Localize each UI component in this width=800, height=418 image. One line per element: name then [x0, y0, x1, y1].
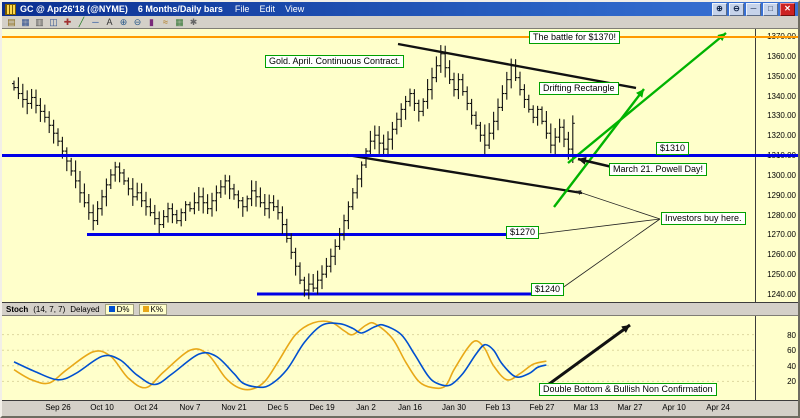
date-tick-label: Dec 19: [309, 403, 335, 412]
date-tick-label: Feb 13: [485, 403, 511, 412]
app-chart-icon: [5, 3, 16, 15]
new-window-icon[interactable]: ◫: [49, 16, 58, 27]
annotation-price-1240[interactable]: $1240: [531, 283, 565, 296]
stoch-panel[interactable]: 80 60 40 20 Double Bottom & Bullish Non Con…: [2, 316, 798, 401]
k-percent-label: K%: [150, 304, 163, 314]
toolbar: ▤ ▦ ▥ ◫ ✚ ╱ ─ A ⊕ ⊖ ▮ ≈ ▦ ✱: [2, 16, 798, 29]
zoom-in-icon[interactable]: ⊕: [712, 2, 727, 16]
price-tick-label: 1240.00: [767, 290, 796, 300]
date-tick-label: Nov 7: [179, 403, 201, 412]
price-tick-label: 1330.00: [767, 111, 796, 121]
annotation-drifting-rectangle[interactable]: Drifting Rectangle: [539, 82, 619, 95]
d-percent-label: D%: [116, 304, 130, 314]
stoch-delayed-label: Delayed: [70, 304, 100, 314]
date-tick-label: Nov 21: [221, 403, 247, 412]
resistance-line-1370[interactable]: [2, 35, 798, 38]
annotation-powell-day[interactable]: March 21. Powell Day!: [609, 163, 708, 176]
legend-chip-d[interactable]: D%: [104, 303, 134, 315]
date-tick-label: Jan 30: [441, 403, 467, 412]
stoch-tick-label: 80: [787, 330, 796, 340]
date-tick-label: Feb 27: [529, 403, 555, 412]
annotation-contract[interactable]: Gold. April. Continuous Contract.: [265, 55, 405, 68]
d-percent-color-icon: [108, 306, 115, 312]
price-tick-label: 1300.00: [767, 170, 796, 180]
date-tick-label: Dec 5: [267, 403, 289, 412]
annotation-price-1270[interactable]: $1270: [506, 226, 540, 239]
stoch-label: Stoch: [6, 304, 29, 314]
save-icon[interactable]: ▦: [21, 16, 30, 27]
calendar-icon[interactable]: ▦: [175, 16, 184, 27]
date-tick-label: Jan 16: [397, 403, 423, 412]
price-axis[interactable]: 1240.00 1250.00 1260.00 1270.00 1280.00 1290.…: [755, 29, 798, 302]
date-tick-label: Mar 27: [617, 403, 643, 412]
date-axis[interactable]: Sep 26 Oct 10 Oct 24 Nov 7 Nov 21 Dec 5 Dec 19…: [2, 401, 798, 416]
stoch-params: (14, 7, 7): [33, 304, 66, 314]
bar-chart-type-icon[interactable]: ▮: [149, 16, 154, 27]
price-tick-label: 1280.00: [767, 210, 796, 220]
stoch-tick-label: 60: [787, 346, 796, 356]
crosshair-tool-icon[interactable]: ✚: [63, 16, 72, 27]
date-tick-label: Oct 24: [134, 403, 158, 412]
legend-chip-k[interactable]: K%: [138, 303, 167, 315]
print-icon[interactable]: ▥: [35, 16, 44, 27]
zoom-out-icon[interactable]: ⊖: [729, 2, 744, 16]
price-tick-label: 1260.00: [767, 250, 796, 260]
stoch-tick-label: 40: [787, 361, 796, 371]
close-icon[interactable]: ✕: [780, 2, 795, 16]
price-chart-canvas[interactable]: [2, 29, 755, 302]
stoch-tick-label: 20: [787, 377, 796, 387]
settings-icon[interactable]: ✱: [189, 16, 198, 27]
chart-period-label: 6 Months/Daily bars: [137, 4, 223, 14]
stoch-axis: 80 60 40 20: [755, 316, 798, 400]
menu-file[interactable]: File: [234, 4, 250, 14]
price-tick-label: 1290.00: [767, 190, 796, 200]
menubar: File Edit View: [235, 4, 304, 14]
price-tick-label: 1250.00: [767, 270, 796, 280]
price-tick-label: 1350.00: [767, 71, 796, 81]
k-percent-color-icon: [142, 306, 149, 312]
annotation-double-bottom[interactable]: Double Bottom & Bullish Non Confirmation: [539, 383, 717, 396]
open-chart-icon[interactable]: ▤: [7, 16, 16, 27]
trendline-tool-icon[interactable]: ╱: [78, 16, 85, 27]
price-tick-label: 1270.00: [767, 230, 796, 240]
text-tool-icon[interactable]: A: [106, 16, 113, 27]
date-tick-label: Apr 24: [706, 403, 730, 412]
window-title: GC @ Apr26'18 (@NYME): [20, 4, 128, 14]
annotation-battle-1370[interactable]: The battle for $1370!: [529, 31, 621, 44]
window-controls: ⊕ ⊖ ─ □ ✕: [712, 2, 795, 16]
price-tick-label: 1320.00: [767, 131, 796, 141]
annotation-price-1310[interactable]: $1310: [656, 142, 690, 155]
horizontal-line-tool-icon[interactable]: ─: [92, 16, 99, 27]
minimize-icon[interactable]: ─: [746, 2, 761, 16]
date-tick-label: Jan 2: [356, 403, 376, 412]
menu-view[interactable]: View: [284, 4, 305, 14]
stoch-indicator-header: Stoch (14, 7, 7) Delayed D% K%: [2, 303, 798, 316]
date-tick-label: Sep 26: [45, 403, 71, 412]
zoom-in-tool-icon[interactable]: ⊕: [119, 16, 128, 27]
indicator-icon[interactable]: ≈: [163, 16, 168, 27]
price-tick-label: 1340.00: [767, 91, 796, 101]
price-chart-panel[interactable]: 1240.00 1250.00 1260.00 1270.00 1280.00 1290.…: [2, 29, 798, 303]
date-tick-label: Apr 10: [662, 403, 686, 412]
zoom-out-tool-icon[interactable]: ⊖: [133, 16, 142, 27]
support-line-1310[interactable]: [2, 154, 798, 158]
menu-edit[interactable]: Edit: [259, 4, 275, 14]
date-tick-label: Oct 10: [90, 403, 114, 412]
date-tick-label: Mar 13: [573, 403, 599, 412]
maximize-icon[interactable]: □: [763, 2, 778, 16]
stoch-canvas[interactable]: [2, 316, 755, 400]
price-tick-label: 1360.00: [767, 51, 796, 61]
titlebar[interactable]: GC @ Apr26'18 (@NYME) 6 Months/Daily bar…: [2, 2, 798, 16]
annotation-investors-buy[interactable]: Investors buy here.: [661, 212, 746, 225]
